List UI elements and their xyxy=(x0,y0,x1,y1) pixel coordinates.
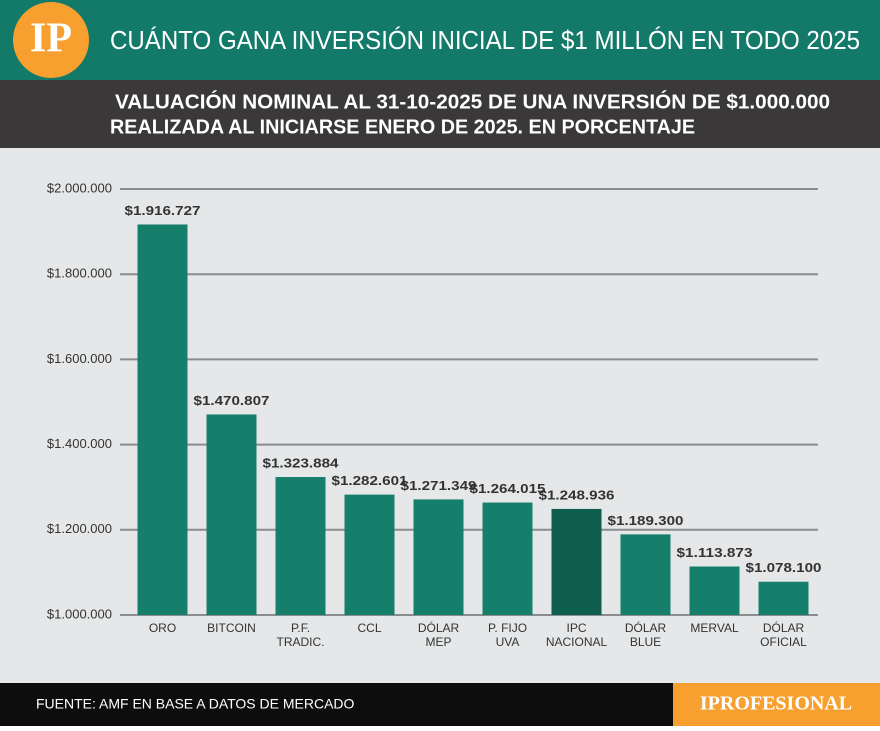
plot: $1.000.000 $1.200.000 $1.400.000 $1.600.000… xyxy=(47,180,822,649)
y-tick-label: $2.000.000 xyxy=(47,180,112,195)
subtitle-line: REALIZADA AL INICIARSE ENERO DE 2025. EN… xyxy=(110,116,695,138)
bar xyxy=(689,566,740,615)
bar xyxy=(551,508,602,615)
x-tick-label: P. FIJO UVA xyxy=(488,621,527,649)
source-note: FUENTE: AMF EN BASE A DATOS DE MERCADO xyxy=(36,696,355,712)
value-label: $1.271.349 xyxy=(401,478,477,493)
subtitle-band xyxy=(0,80,880,148)
x-tick-label: IPC NACIONAL xyxy=(546,621,608,649)
value-label: $1.282.601 xyxy=(332,473,408,488)
bar xyxy=(206,414,257,615)
bar xyxy=(275,477,326,615)
bar xyxy=(482,502,533,615)
bar xyxy=(758,581,809,615)
bar xyxy=(620,534,671,615)
x-tick-label: DÓLAR BLUE xyxy=(625,620,667,649)
value-label: $1.248.936 xyxy=(539,487,615,502)
logo-text: IP xyxy=(30,16,72,62)
chart-title: CUÁNTO GANA INVERSIÓN INICIAL DE $1 MILL… xyxy=(110,25,860,55)
value-label: $1.189.300 xyxy=(608,513,684,528)
y-tick-label: $1.200.000 xyxy=(47,521,112,536)
bar xyxy=(137,224,188,615)
value-label: $1.264.015 xyxy=(470,481,546,496)
logo-circle xyxy=(13,2,89,78)
value-label: $1.916.727 xyxy=(125,203,201,218)
value-label: $1.470.807 xyxy=(194,393,270,408)
x-tick-label: CCL xyxy=(357,621,381,635)
subtitle-line: VALUACIÓN NOMINAL AL 31-10-2025 DE UNA I… xyxy=(115,89,830,113)
bar xyxy=(413,499,464,615)
x-tick-label: P.F. TRADIC. xyxy=(277,621,325,649)
header-band xyxy=(0,0,880,80)
x-tick-label: BITCOIN xyxy=(207,621,256,635)
y-tick-label: $1.400.000 xyxy=(47,436,112,451)
value-label: $1.078.100 xyxy=(746,560,822,575)
x-tick-label: DÓLAR OFICIAL xyxy=(760,620,807,649)
brand-text: IPROFESIONAL xyxy=(700,693,852,715)
y-tick-label: $1.000.000 xyxy=(47,606,112,621)
y-tick-label: $1.600.000 xyxy=(47,351,112,366)
x-tick-label: DÓLAR MEP xyxy=(418,620,460,649)
bar xyxy=(344,494,395,615)
value-label: $1.113.873 xyxy=(677,545,753,560)
x-tick-label: MERVAL xyxy=(690,621,739,635)
brand-box xyxy=(673,683,880,726)
value-label: $1.323.884 xyxy=(263,455,340,470)
x-tick-label: ORO xyxy=(149,621,176,635)
y-tick-label: $1.800.000 xyxy=(47,266,112,281)
